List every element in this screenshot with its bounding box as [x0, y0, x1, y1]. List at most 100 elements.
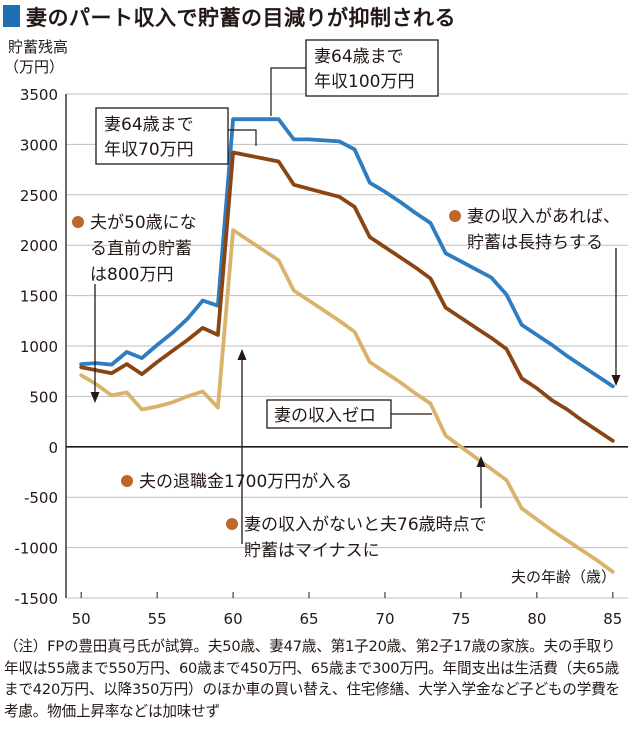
data-point	[413, 265, 417, 269]
line-chart: 3500 3000 2500 2000 1500 1000 500 0 -500 -1000 -15…	[4, 38, 628, 628]
annotation-retirement: 夫の退職金1700万円が入る	[139, 472, 352, 492]
arrow-with-income-head	[611, 375, 621, 386]
y-tick-label: 2500	[20, 187, 58, 205]
data-point	[596, 559, 600, 563]
series-label-income70: 妻64歳まで	[104, 115, 194, 135]
y-tick-label: 1000	[20, 338, 58, 356]
data-point	[535, 386, 539, 390]
x-tick-label: 55	[148, 610, 167, 628]
data-point	[429, 276, 433, 280]
x-tick-label: 85	[603, 610, 622, 628]
data-point	[110, 371, 114, 375]
annotation-husband50: 夫が50歳にな	[90, 213, 197, 233]
label-box-zero	[266, 399, 392, 429]
label-box-income100	[305, 39, 439, 97]
data-point	[580, 419, 584, 423]
y-tick-label: 2000	[20, 237, 58, 255]
data-point	[125, 350, 129, 354]
data-point	[322, 191, 326, 195]
data-point	[292, 137, 296, 141]
data-point	[398, 200, 402, 204]
chart-title-bar: 妻のパート収入で貯蓄の目減りが抑制される	[0, 0, 630, 34]
data-point	[337, 319, 341, 323]
data-point	[292, 289, 296, 293]
data-point	[353, 147, 357, 151]
data-point	[580, 364, 584, 368]
data-point	[550, 398, 554, 402]
data-point	[444, 434, 448, 438]
data-point	[246, 238, 250, 242]
annotation-with-income: 妻の収入があれば、	[467, 207, 620, 227]
data-point	[474, 326, 478, 330]
data-point	[110, 363, 114, 367]
data-point	[413, 391, 417, 395]
data-point	[474, 456, 478, 460]
data-point	[125, 390, 129, 394]
data-point	[368, 181, 372, 185]
annotation-dot	[226, 518, 238, 530]
data-point	[307, 299, 311, 303]
data-point	[535, 333, 539, 337]
data-point	[186, 338, 190, 342]
data-point	[231, 150, 235, 154]
data-point	[79, 365, 83, 369]
data-point	[611, 570, 615, 574]
x-tick-label: 65	[299, 610, 318, 628]
data-point	[398, 380, 402, 384]
y-tick-label: -1500	[14, 590, 58, 608]
data-point	[383, 245, 387, 249]
title-square-icon	[3, 5, 20, 27]
annotation-with-income: 貯蓄は長持ちする	[467, 233, 603, 253]
data-point	[504, 347, 508, 351]
series-label-income100: 年収100万円	[314, 72, 414, 92]
data-point	[565, 539, 569, 543]
data-point	[459, 316, 463, 320]
annotation-dot	[449, 210, 461, 222]
data-point	[170, 349, 174, 353]
x-tick-label: 60	[224, 610, 243, 628]
arrow-retirement-head	[237, 349, 247, 360]
y-axis-title: 貯蓄残高	[8, 38, 68, 56]
x-tick-label: 70	[375, 610, 394, 628]
data-point	[261, 117, 265, 121]
data-point	[170, 400, 174, 404]
data-point	[368, 360, 372, 364]
annotation-layer: 妻64歳まで年収100万円妻64歳まで年収70万円妻の収入ゼロ夫が50歳になる直…	[72, 39, 621, 561]
data-point	[201, 326, 205, 330]
data-point	[429, 401, 433, 405]
y-tick-label: 1500	[20, 288, 58, 306]
data-point	[277, 258, 281, 262]
data-point	[489, 275, 493, 279]
y-tick-label: 3500	[20, 86, 58, 104]
data-point	[201, 299, 205, 303]
data-point	[550, 528, 554, 532]
y-tick-label: 0	[48, 439, 58, 457]
data-point	[322, 309, 326, 313]
data-point	[474, 267, 478, 271]
data-point	[231, 228, 235, 232]
y-tick-label: 500	[29, 388, 58, 406]
annotation-husband50: る直前の貯蓄	[90, 239, 192, 259]
annotation-dot	[121, 475, 133, 487]
data-point	[277, 117, 281, 121]
data-point	[383, 190, 387, 194]
data-point	[565, 408, 569, 412]
axis-layer: 3500 3000 2500 2000 1500 1000 500 0 -500 -1000 -15…	[4, 38, 628, 628]
y-tick-label: 3000	[20, 136, 58, 154]
data-point	[444, 251, 448, 255]
data-point	[353, 330, 357, 334]
data-point	[337, 195, 341, 199]
footnote: （注）FPの豊田真弓氏が試算。夫50歳、妻47歳、第1子20歳、第2子17歳の家…	[4, 638, 620, 720]
leader-income70	[228, 129, 257, 146]
data-point	[353, 205, 357, 209]
series-label-income70: 年収70万円	[104, 140, 194, 160]
data-point	[261, 157, 265, 161]
data-point	[140, 408, 144, 412]
data-point	[155, 404, 159, 408]
data-point	[186, 317, 190, 321]
data-point	[277, 160, 281, 164]
annotation-dot	[72, 216, 84, 228]
data-point	[489, 336, 493, 340]
data-point	[155, 360, 159, 364]
y-axis-title: （万円）	[4, 58, 64, 76]
